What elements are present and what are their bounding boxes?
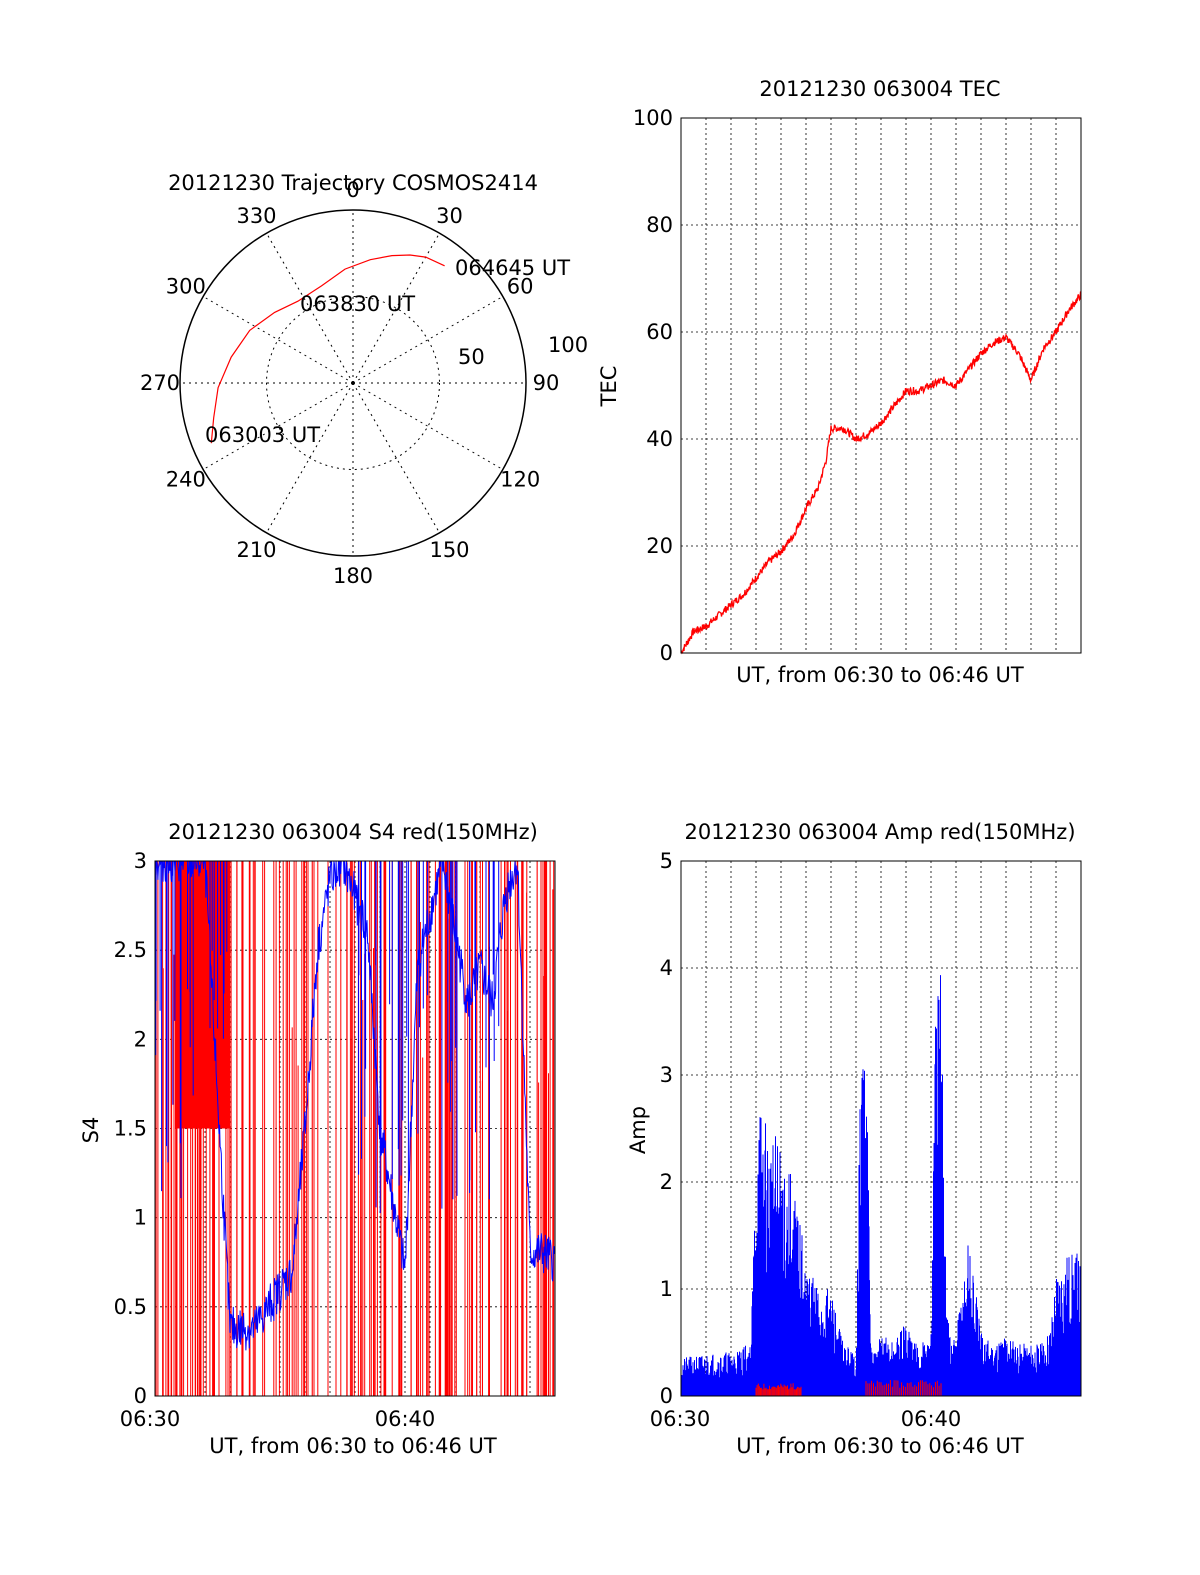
amp-title: 20121230 063004 Amp red(150MHz): [684, 820, 1075, 844]
polar-title: 20121230 Trajectory COSMOS2414: [168, 171, 538, 195]
polar-spoke-330: [266, 232, 354, 384]
polar-spoke-120: [352, 382, 504, 470]
amp-ytick-3: 3: [660, 1063, 673, 1087]
polar-spoke-150: [352, 382, 440, 534]
tec-y-ticks: 0 20 40 60 80 100: [633, 106, 673, 665]
amp-ytick-1: 1: [660, 1277, 673, 1301]
amp-xtick-0630: 06:30: [650, 1407, 711, 1431]
polar-angle-label-240: 240: [166, 468, 206, 492]
amp-xlabel: UT, from 06:30 to 06:46 UT: [736, 1434, 1024, 1458]
s4-ytick-0.5: 0.5: [114, 1295, 147, 1319]
amp-xtick-0640: 06:40: [901, 1407, 962, 1431]
tec-grid: [681, 118, 1081, 653]
s4-ytick-1: 1: [134, 1206, 147, 1230]
polar-angle-label-120: 120: [500, 468, 540, 492]
amp-ylabel: Amp: [626, 1106, 650, 1154]
polar-angle-label-60: 60: [507, 275, 534, 299]
tec-ytick-0: 0: [660, 641, 673, 665]
amp-ytick-4: 4: [660, 956, 673, 980]
annotation-064645: 064645 UT: [455, 256, 570, 280]
polar-angle-labels: 0 30 60 90 120 150 180 210 240 270 300 330: [140, 178, 559, 588]
tec-ytick-20: 20: [646, 534, 673, 558]
polar-trajectory-path: [210, 254, 445, 444]
polar-spoke-30: [352, 232, 440, 384]
s4-panel: 20121230 063004 S4 red(150MHz) 0 0.5 1 1.5 2…: [79, 820, 556, 1458]
polar-angle-label-270: 270: [140, 371, 180, 395]
polar-spoke-300: [202, 296, 354, 384]
annotation-063003: 063003 UT: [205, 423, 320, 447]
tec-ylabel: TEC: [597, 366, 621, 408]
tec-ytick-80: 80: [646, 213, 673, 237]
polar-trajectory-panel: 20121230 Trajectory COSMOS2414 0 30 60 90 12…: [140, 171, 588, 588]
s4-ytick-0: 0: [134, 1384, 147, 1408]
s4-title: 20121230 063004 S4 red(150MHz): [168, 820, 538, 844]
tec-series-line: [680, 291, 1082, 655]
polar-grid: [179, 209, 527, 557]
polar-spoke-60: [352, 296, 504, 384]
s4-ytick-1.5: 1.5: [114, 1117, 147, 1141]
amp-ytick-5: 5: [660, 849, 673, 873]
tec-plot-frame: [680, 117, 1082, 654]
amp-grid: [681, 861, 1081, 1396]
polar-angle-label-90: 90: [533, 371, 560, 395]
s4-blue-trace: [154, 860, 556, 1351]
amp-panel: 20121230 063004 Amp red(150MHz) 0 1 2 3 4 5 0…: [626, 820, 1082, 1458]
tec-ytick-100: 100: [633, 106, 673, 130]
annotation-063830: 063830 UT: [300, 292, 415, 316]
s4-series: [154, 860, 556, 1396]
polar-trajectory-line: [210, 254, 445, 444]
s4-ylabel: S4: [79, 1117, 103, 1144]
polar-angle-label-180: 180: [333, 564, 373, 588]
s4-xtick-0640: 06:40: [375, 1407, 436, 1431]
s4-xlabel: UT, from 06:30 to 06:46 UT: [209, 1434, 497, 1458]
polar-angle-label-210: 210: [236, 538, 276, 562]
polar-angle-label-150: 150: [429, 538, 469, 562]
polar-angle-label-300: 300: [166, 275, 206, 299]
polar-inner-circle: [266, 296, 440, 470]
s4-xtick-0630: 06:30: [120, 1407, 181, 1431]
tec-panel: 20121230 063004 TEC 0 20 40 60 80 100 UT, fro…: [597, 77, 1082, 687]
polar-spoke-240: [202, 382, 354, 470]
s4-plot-frame: [154, 860, 556, 1397]
polar-angle-label-0: 0: [346, 178, 359, 202]
s4-ytick-3: 3: [134, 849, 147, 873]
tec-title: 20121230 063004 TEC: [759, 77, 1000, 101]
polar-radius-label-100: 100: [548, 333, 588, 357]
s4-ytick-2.5: 2.5: [114, 938, 147, 962]
s4-y-ticks: 0 0.5 1 1.5 2 2.5 3: [114, 849, 147, 1408]
polar-outer-circle: [179, 209, 527, 557]
polar-radius-label-50: 50: [458, 345, 485, 369]
polar-spoke-210: [266, 382, 354, 534]
amp-y-ticks: 0 1 2 3 4 5: [660, 849, 673, 1408]
amp-plot-frame: [680, 860, 1082, 1397]
s4-red-block: [175, 861, 230, 1129]
tec-ytick-60: 60: [646, 320, 673, 344]
s4-blue-spikes: [155, 861, 500, 1214]
amp-red-signal: [755, 1380, 942, 1396]
amp-ytick-0: 0: [660, 1384, 673, 1408]
polar-angle-label-330: 330: [236, 204, 276, 228]
polar-angle-label-30: 30: [436, 204, 463, 228]
amp-ytick-2: 2: [660, 1170, 673, 1194]
s4-ytick-2: 2: [134, 1027, 147, 1051]
tec-ytick-40: 40: [646, 427, 673, 451]
tec-xlabel: UT, from 06:30 to 06:46 UT: [736, 663, 1024, 687]
